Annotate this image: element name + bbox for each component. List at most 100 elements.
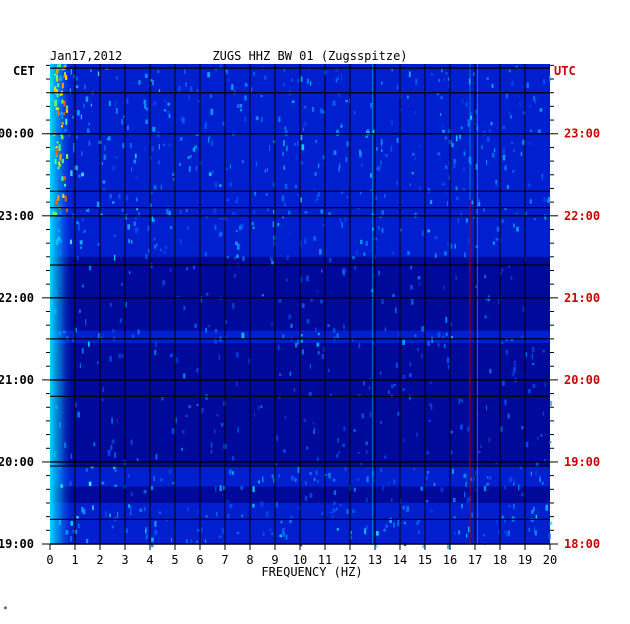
spectral-speckle <box>320 209 324 214</box>
spectral-speckle <box>240 105 242 110</box>
spectral-speckle <box>533 506 535 512</box>
spectral-speckle <box>186 539 188 544</box>
spectral-speckle <box>450 450 453 455</box>
spectral-speckle <box>474 109 477 115</box>
spectral-speckle <box>491 152 495 158</box>
spectral-speckle <box>380 139 383 145</box>
spectral-speckle <box>151 537 154 542</box>
spectral-speckle <box>338 165 340 172</box>
spectral-speckle <box>97 71 100 77</box>
spectral-speckle <box>464 491 466 498</box>
spectral-speckle <box>380 371 382 375</box>
spectral-speckle <box>415 110 417 114</box>
spectral-speckle <box>242 256 245 262</box>
spectral-speckle <box>388 390 390 395</box>
low-frequency-peak <box>54 73 56 76</box>
spectral-speckle <box>484 315 487 319</box>
spectral-speckle <box>81 151 83 157</box>
spectral-speckle <box>134 153 137 159</box>
spectral-speckle <box>232 456 235 461</box>
spectral-speckle <box>430 381 432 385</box>
low-frequency-peak <box>55 146 58 149</box>
spectral-speckle <box>86 539 89 545</box>
spectral-speckle <box>113 466 115 469</box>
spectral-speckle <box>112 201 115 204</box>
spectral-speckle <box>301 334 303 337</box>
spectral-speckle <box>534 218 536 221</box>
spectral-speckle <box>318 191 321 197</box>
spectral-speckle <box>369 411 372 418</box>
spectral-speckle <box>373 275 375 278</box>
spectral-speckle <box>147 225 150 232</box>
spectral-speckle <box>143 99 147 105</box>
right-tick-label: 22:00 <box>564 209 600 223</box>
spectral-speckle <box>542 411 545 416</box>
spectral-speckle <box>495 461 497 465</box>
spectral-speckle <box>510 338 514 341</box>
spectral-speckle <box>343 324 345 329</box>
spectral-speckle <box>356 250 358 256</box>
spectral-speckle <box>460 424 463 430</box>
spectral-speckle <box>381 210 384 215</box>
spectral-speckle <box>455 186 458 191</box>
spectral-speckle <box>183 373 186 379</box>
spectral-speckle <box>83 229 86 233</box>
spectral-speckle <box>304 121 307 127</box>
spectral-speckle <box>293 388 296 392</box>
spectral-speckle <box>525 441 529 448</box>
spectral-speckle <box>496 519 498 525</box>
x-tick-label: 13 <box>368 553 382 567</box>
spectral-speckle <box>447 241 449 247</box>
spectral-speckle <box>90 466 94 469</box>
spectral-speckle <box>268 528 272 532</box>
spectral-speckle <box>171 428 175 434</box>
spectral-speckle <box>154 341 157 347</box>
spectral-speckle <box>343 270 345 276</box>
spectral-speckle <box>172 481 175 485</box>
spectral-speckle <box>501 268 503 272</box>
spectral-speckle <box>295 478 297 482</box>
spectral-speckle <box>427 188 430 193</box>
spectral-speckle <box>299 76 303 82</box>
spectral-speckle <box>271 261 274 265</box>
spectral-speckle <box>114 484 117 487</box>
spectral-speckle <box>371 288 374 293</box>
spectral-speckle <box>370 172 372 178</box>
spectral-speckle <box>412 152 415 156</box>
x-axis-title: FREQUENCY (HZ) <box>261 565 362 579</box>
spectral-speckle <box>504 399 507 406</box>
spectral-speckle <box>393 479 396 484</box>
spectral-speckle <box>402 388 405 392</box>
spectral-speckle <box>127 224 130 230</box>
spectral-speckle <box>533 95 536 102</box>
low-frequency-peak <box>57 83 60 87</box>
spectral-speckle <box>184 69 186 74</box>
spectral-speckle <box>211 170 214 174</box>
spectral-speckle <box>531 347 535 352</box>
spectral-speckle <box>154 530 158 535</box>
spectral-speckle <box>288 210 291 215</box>
spectral-speckle <box>466 534 468 538</box>
spectral-speckle <box>336 454 338 458</box>
spectral-speckle <box>167 206 170 212</box>
spectral-speckle <box>196 367 199 373</box>
spectral-speckle <box>373 479 375 482</box>
spectral-speckle <box>391 498 393 502</box>
spectral-speckle <box>86 468 88 472</box>
spectral-speckle <box>354 264 357 270</box>
spectral-speckle <box>501 341 503 344</box>
spectral-speckle <box>300 339 303 343</box>
spectral-speckle <box>77 165 78 171</box>
spectral-speckle <box>513 366 516 373</box>
spectral-speckle <box>280 520 283 524</box>
spectral-speckle <box>419 145 422 148</box>
low-frequency-peak <box>61 99 64 104</box>
spectral-speckle <box>445 72 448 75</box>
spectral-speckle <box>322 110 326 114</box>
right-tick-label: 23:00 <box>564 127 600 141</box>
spectral-speckle <box>186 267 188 271</box>
spectral-speckle <box>267 207 269 212</box>
spectral-speckle <box>420 486 424 491</box>
spectral-speckle <box>123 115 126 119</box>
spectral-speckle <box>85 319 87 325</box>
